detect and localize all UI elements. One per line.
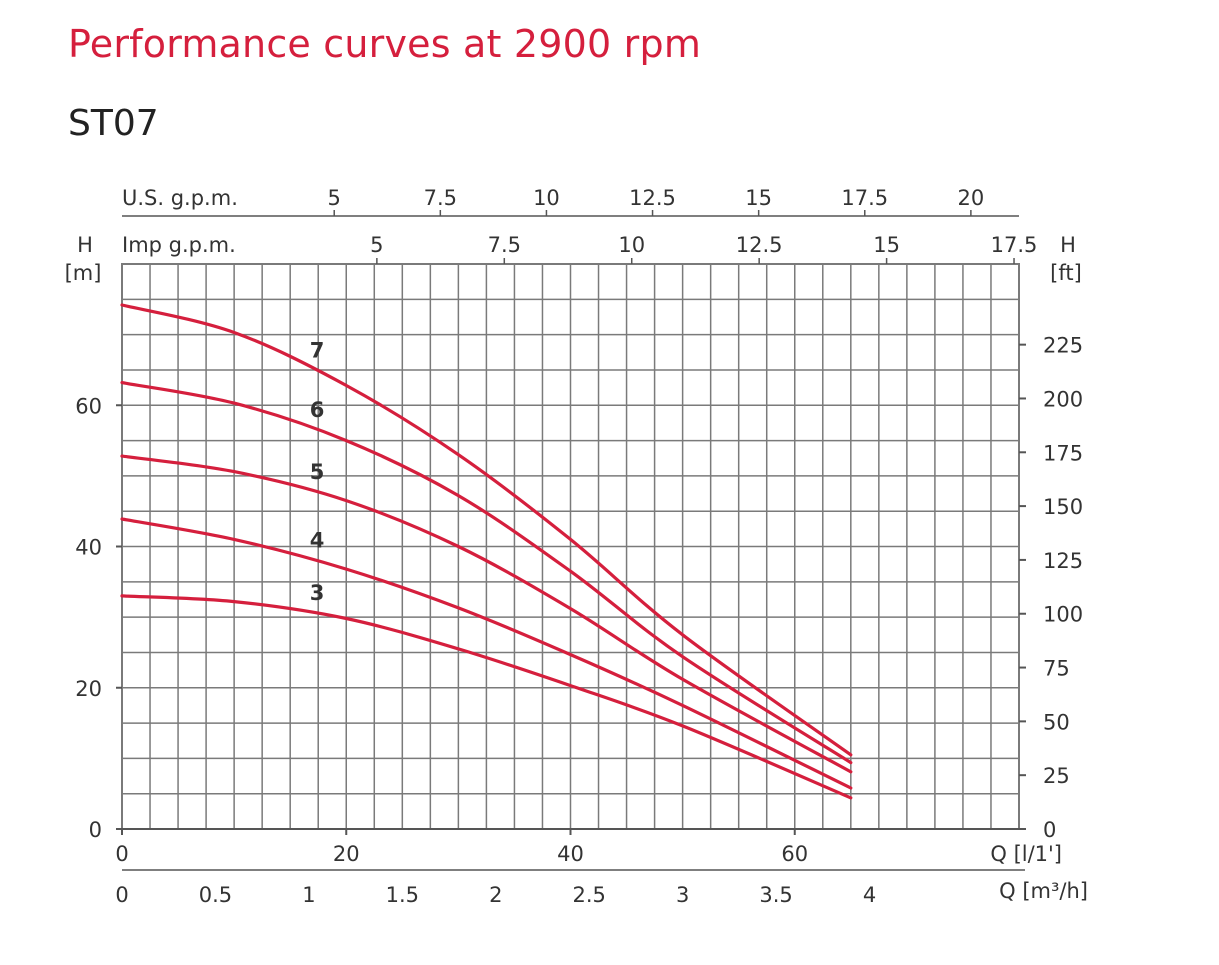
curve-label-6: 6: [310, 398, 325, 422]
y-right-axis-label: H: [1060, 233, 1076, 257]
x-tick-label: 40: [557, 842, 584, 866]
y-tick-label: 40: [75, 536, 102, 560]
x-usgpm-tick-label: 10: [533, 186, 560, 210]
x-usgpm-tick-label: 15: [745, 186, 772, 210]
x-impgpm-tick-label: 12.5: [736, 233, 783, 257]
x-impgpm-tick-label: 10: [618, 233, 645, 257]
x-impgpm-tick-label: 17.5: [991, 233, 1038, 257]
x-impgpm-tick-label: 15: [873, 233, 900, 257]
x-m3h-tick-label: 0.5: [199, 883, 232, 907]
y-right-tick-label: 50: [1043, 710, 1070, 734]
x-impgpm-tick-label: 7.5: [488, 233, 521, 257]
x-impgpm-tick-label: 5: [370, 233, 383, 257]
curve-label-4: 4: [310, 528, 325, 552]
chart-labels: 7 6 5 4 3: [310, 339, 325, 605]
y-right-tick-label: 75: [1043, 657, 1070, 681]
y-right-tick-label: 225: [1043, 334, 1083, 358]
chart-curves: [120, 303, 853, 800]
x-m3h-tick-label: 2: [489, 883, 502, 907]
y-right-tick-label: 175: [1043, 441, 1083, 465]
y-right-tick-label: 200: [1043, 387, 1083, 411]
y-right-axis-unit: [ft]: [1050, 261, 1082, 285]
x-usgpm-tick-label: 12.5: [629, 186, 676, 210]
x-axis-usgpm-label: U.S. g.p.m.: [122, 186, 238, 210]
x-tick-label: 60: [781, 842, 808, 866]
x-axis-label: Q [l/1']: [990, 842, 1062, 866]
x-m3h-tick-label: 2.5: [572, 883, 605, 907]
y-tick-label: 60: [75, 394, 102, 418]
x-usgpm-tick-label: 17.5: [841, 186, 888, 210]
x-m3h-tick-label: 0: [115, 883, 128, 907]
chart-grid: [121, 263, 1020, 830]
curve-stage-3: [120, 594, 853, 800]
curve-stage-5: [120, 454, 853, 774]
y-right-tick-label: 150: [1043, 495, 1083, 519]
curve-stage-7: [120, 303, 853, 757]
chart-title: Performance curves at 2900 rpm: [68, 22, 702, 66]
x-m3h-tick-label: 3: [676, 883, 689, 907]
y-axis-unit: [m]: [65, 261, 102, 285]
curve-label-7: 7: [310, 339, 325, 363]
y-tick-label: 20: [75, 677, 102, 701]
curve-label-5: 5: [310, 460, 325, 484]
x-m3h-tick-label: 4: [863, 883, 876, 907]
x-usgpm-tick-label: 20: [958, 186, 985, 210]
curve-label-3: 3: [310, 581, 325, 605]
chart-axes: 0 20 40 60 Q [l/1']0 0.5 1 1.5 2 2.5 3 3.5 4 Q [m³/h]…: [65, 186, 1088, 907]
x-m3h-tick-label: 3.5: [759, 883, 792, 907]
curve-stage-4: [120, 517, 853, 790]
x-tick-label: 20: [333, 842, 360, 866]
y-right-tick-label: 125: [1043, 549, 1083, 573]
y-right-tick-label: 25: [1043, 764, 1070, 788]
chart-subtitle: ST07: [68, 103, 159, 144]
x-axis-impgpm-label: Imp g.p.m.: [122, 233, 236, 257]
x-usgpm-tick-label: 5: [328, 186, 341, 210]
y-right-tick-label: 100: [1043, 603, 1083, 627]
curve-stage-6: [120, 381, 853, 765]
x-usgpm-tick-label: 7.5: [424, 186, 457, 210]
y-axis-label: H: [77, 233, 93, 257]
x-axis-m3h-label: Q [m³/h]: [999, 879, 1088, 903]
x-tick-label: 0: [115, 842, 128, 866]
x-m3h-tick-label: 1.5: [386, 883, 419, 907]
y-right-tick-label: 0: [1043, 818, 1056, 842]
x-m3h-tick-label: 1: [302, 883, 315, 907]
y-tick-label: 0: [89, 818, 102, 842]
